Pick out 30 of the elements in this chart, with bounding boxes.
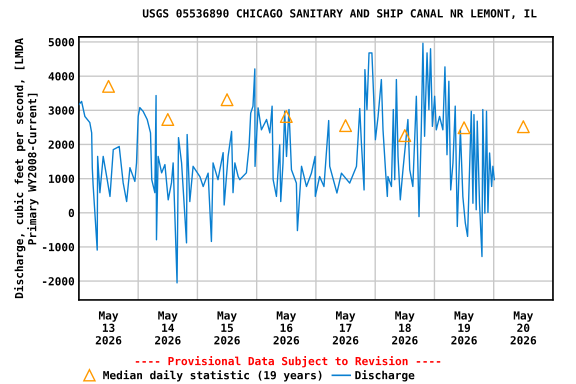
point [102, 80, 116, 93]
point [516, 120, 530, 134]
legend-label: Median daily statistic (19 years) [103, 370, 322, 382]
y-tick-label: 3000 [48, 106, 74, 115]
x-tick-label: May 20 2026 [510, 311, 536, 345]
y-tick-label: 1000 [49, 174, 74, 184]
x-tick-label: May 14 2026 [155, 311, 181, 345]
x-tick-label: May 16 2026 [274, 311, 300, 345]
legend-label: Discharge [355, 370, 414, 382]
point [280, 110, 293, 123]
line-series [78, 42, 496, 284]
x-tick-label: May 13 2026 [96, 311, 122, 345]
x-tick-label: May 19 2026 [451, 311, 477, 345]
point [161, 113, 174, 126]
y-tick-label: -1000 [42, 242, 74, 252]
y-axis-title: Discharge, cubic feet per second, [LMDA Primary WY2008-Current] [14, 38, 39, 298]
point [458, 121, 471, 134]
y-tick-label: 0 [68, 208, 74, 218]
y-tick-label: 2000 [48, 140, 74, 149]
text: ---- Provisional Data Subject to Revision ---- [136, 356, 440, 368]
point [398, 129, 412, 142]
y-tick-label: 4000 [48, 72, 74, 81]
chart-title: USGS 05536890 CHICAGO SANITARY AND SHIP CANAL NR LEMONT, IL [142, 9, 537, 19]
x-tick-label: May 15 2026 [214, 311, 240, 345]
point [339, 119, 352, 132]
y-tick-label: 5000 [48, 38, 74, 46]
x-tick-label: May 18 2026 [392, 311, 418, 345]
y-tick-label: -2000 [42, 277, 74, 286]
x-tick-label: May 17 2026 [332, 311, 358, 345]
point [220, 93, 234, 106]
